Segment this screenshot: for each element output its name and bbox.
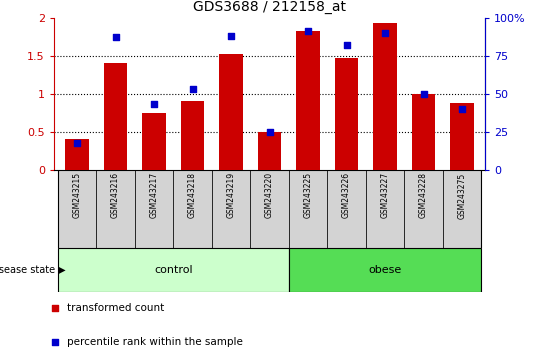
Text: GSM243217: GSM243217 xyxy=(149,172,158,218)
Text: GSM243275: GSM243275 xyxy=(458,172,466,218)
Text: GSM243216: GSM243216 xyxy=(111,172,120,218)
Text: GSM243226: GSM243226 xyxy=(342,172,351,218)
Bar xyxy=(104,63,127,170)
Text: GSM243220: GSM243220 xyxy=(265,172,274,218)
Text: transformed count: transformed count xyxy=(67,303,164,313)
Bar xyxy=(219,54,243,170)
Text: GSM243225: GSM243225 xyxy=(303,172,313,218)
Bar xyxy=(289,170,327,248)
Point xyxy=(265,129,274,135)
Point xyxy=(51,339,60,344)
Point xyxy=(458,106,466,112)
Text: GSM243215: GSM243215 xyxy=(73,172,81,218)
Bar xyxy=(289,248,481,292)
Bar xyxy=(142,113,165,170)
Title: GDS3688 / 212158_at: GDS3688 / 212158_at xyxy=(193,0,346,14)
Bar xyxy=(212,170,250,248)
Bar xyxy=(374,23,397,170)
Text: disease state: disease state xyxy=(0,265,54,275)
Bar xyxy=(366,170,404,248)
Bar xyxy=(296,32,320,170)
Point xyxy=(303,29,312,34)
Bar xyxy=(65,139,88,170)
Bar xyxy=(412,94,435,170)
Bar xyxy=(173,170,212,248)
Bar xyxy=(443,170,481,248)
Bar xyxy=(135,170,173,248)
Point xyxy=(111,35,120,40)
Text: obese: obese xyxy=(368,265,402,275)
Bar xyxy=(96,170,135,248)
Point xyxy=(150,102,158,107)
Point xyxy=(381,30,389,36)
Bar xyxy=(58,170,96,248)
Text: GSM243219: GSM243219 xyxy=(226,172,236,218)
Text: GSM243228: GSM243228 xyxy=(419,172,428,218)
Text: GSM243227: GSM243227 xyxy=(381,172,390,218)
Bar xyxy=(404,170,443,248)
Text: control: control xyxy=(154,265,192,275)
Point xyxy=(73,140,81,145)
Bar xyxy=(327,170,366,248)
Bar xyxy=(58,248,289,292)
Text: percentile rank within the sample: percentile rank within the sample xyxy=(67,337,243,347)
Bar xyxy=(258,132,281,170)
Bar xyxy=(250,170,289,248)
Text: GSM243218: GSM243218 xyxy=(188,172,197,218)
Bar xyxy=(335,58,358,170)
Bar xyxy=(451,103,474,170)
Bar xyxy=(181,101,204,170)
Point xyxy=(227,33,236,39)
Text: ▶: ▶ xyxy=(54,265,65,275)
Point xyxy=(51,305,60,310)
Point xyxy=(419,91,428,97)
Point xyxy=(188,86,197,92)
Point xyxy=(342,42,351,48)
